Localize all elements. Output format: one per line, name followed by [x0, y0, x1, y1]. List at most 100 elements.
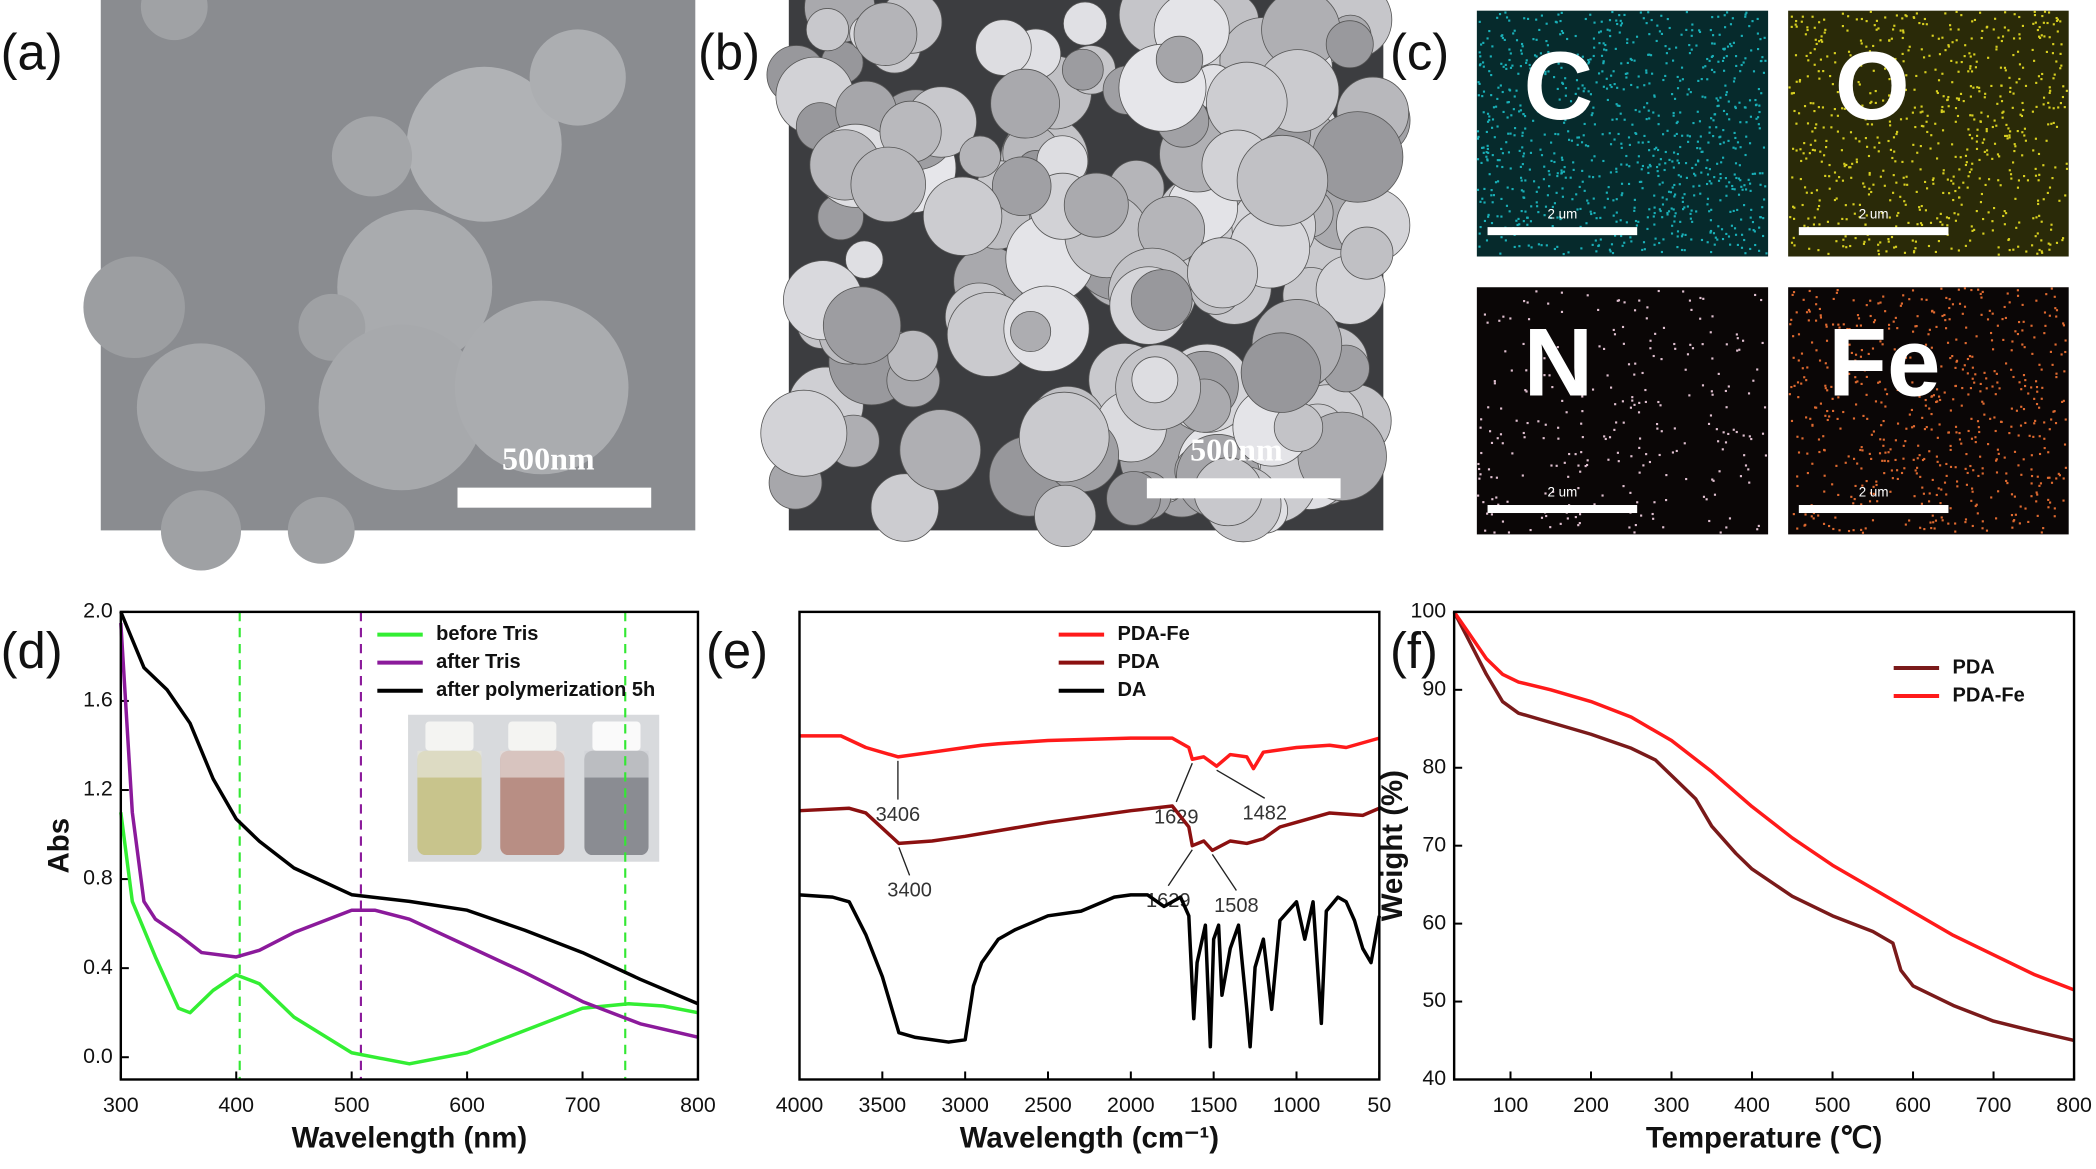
map-dot: [1578, 522, 1581, 525]
map-dot: [1848, 75, 1851, 78]
map-dot: [1736, 141, 1740, 144]
map-dot: [1520, 52, 1523, 55]
map-dot: [1846, 29, 1849, 32]
map-dot: [1671, 160, 1674, 163]
map-dot: [1727, 432, 1730, 436]
map-dot: [1985, 149, 1989, 152]
map-dot: [1864, 223, 1867, 226]
map-dot: [1981, 400, 1984, 403]
map-dot: [1627, 363, 1631, 366]
map-dot: [1562, 252, 1565, 256]
map-dot: [1592, 197, 1595, 200]
map-dot: [1852, 203, 1855, 206]
map-dot: [2016, 294, 2020, 297]
map-dot: [1698, 30, 1702, 34]
map-dot: [1884, 310, 1887, 313]
map-dot: [1501, 165, 1504, 169]
map-dot: [2038, 435, 2041, 438]
map-dot: [1761, 234, 1765, 238]
map-dot: [2031, 48, 2034, 52]
map-dot: [2057, 106, 2060, 109]
map-dot: [1976, 128, 1979, 131]
map-dot: [1981, 520, 1984, 523]
map-dot: [1609, 171, 1612, 174]
map-dot: [1892, 320, 1895, 323]
map-dot: [1903, 251, 1907, 254]
map-dot: [1547, 70, 1550, 73]
map-dot: [1537, 211, 1540, 214]
map-dot: [1561, 195, 1564, 198]
map-dot: [1944, 12, 1947, 15]
map-dot: [1665, 52, 1668, 55]
map-dot: [1665, 474, 1668, 477]
map-dot: [1751, 172, 1754, 176]
map-dot: [1730, 44, 1733, 48]
map-dot: [1966, 148, 1969, 151]
map-dot: [2048, 314, 2051, 317]
map-dot: [1823, 154, 1826, 157]
map-dot: [1480, 43, 1483, 46]
map-dot: [1581, 84, 1584, 87]
map-dot: [1895, 132, 1898, 136]
map-dot: [1543, 133, 1546, 136]
map-dot: [1535, 60, 1538, 63]
map-dot: [2019, 113, 2022, 116]
map-dot: [1532, 38, 1535, 41]
map-dot: [1603, 206, 1606, 209]
map-dot: [1971, 355, 1974, 358]
map-dot: [1888, 98, 1891, 101]
map-dot: [1646, 102, 1649, 105]
map-dot: [2042, 96, 2046, 99]
map-dot: [1908, 519, 1911, 522]
map-dot: [1919, 526, 1922, 529]
map-dot: [1986, 153, 1989, 156]
map-dot: [1554, 132, 1557, 136]
map-dot: [2003, 456, 2006, 459]
map-dot: [1505, 16, 1509, 19]
map-dot: [1904, 366, 1907, 369]
map-dot: [1644, 388, 1647, 392]
map-dot: [1933, 527, 1936, 530]
particle: [850, 146, 926, 223]
map-dot: [1524, 389, 1527, 392]
map-dot: [1914, 469, 1917, 472]
map-dot: [1513, 95, 1516, 98]
map-dot: [1924, 404, 1927, 407]
map-dot: [1758, 104, 1761, 107]
map-dot: [1820, 160, 1823, 163]
map-dot: [1478, 20, 1481, 23]
map-dot: [2040, 220, 2043, 223]
map-dot: [1790, 25, 1793, 28]
map-dot: [1930, 310, 1934, 313]
map-dot: [1838, 176, 1841, 179]
map-dot: [1713, 243, 1716, 246]
map-dot: [1895, 14, 1898, 17]
map-dot: [1864, 527, 1867, 530]
map-dot: [1613, 83, 1616, 86]
map-dot: [1870, 100, 1873, 103]
map-dot: [2052, 107, 2055, 110]
particle: [1018, 391, 1110, 483]
map-dot: [1841, 25, 1844, 28]
map-dot: [1479, 55, 1482, 58]
map-dot: [2000, 39, 2003, 43]
map-dot: [1615, 103, 1618, 106]
map-dot: [1922, 56, 1926, 59]
map-dot: [1896, 422, 1900, 425]
map-dot: [1912, 425, 1916, 428]
map-dot: [1490, 441, 1494, 445]
map-dot: [2036, 390, 2039, 393]
map-dot: [1695, 210, 1698, 213]
map-dot: [1725, 91, 1728, 94]
map-dot: [1906, 183, 1909, 186]
map-dot: [1691, 23, 1694, 26]
map-dot: [1616, 299, 1619, 302]
map-dot: [1622, 421, 1625, 424]
map-dot: [1865, 375, 1868, 378]
map-dot: [1843, 165, 1846, 168]
map-dot: [1852, 457, 1856, 460]
map-dot: [1900, 302, 1903, 305]
map-dot: [1971, 20, 1974, 23]
map-dot: [2007, 238, 2010, 242]
